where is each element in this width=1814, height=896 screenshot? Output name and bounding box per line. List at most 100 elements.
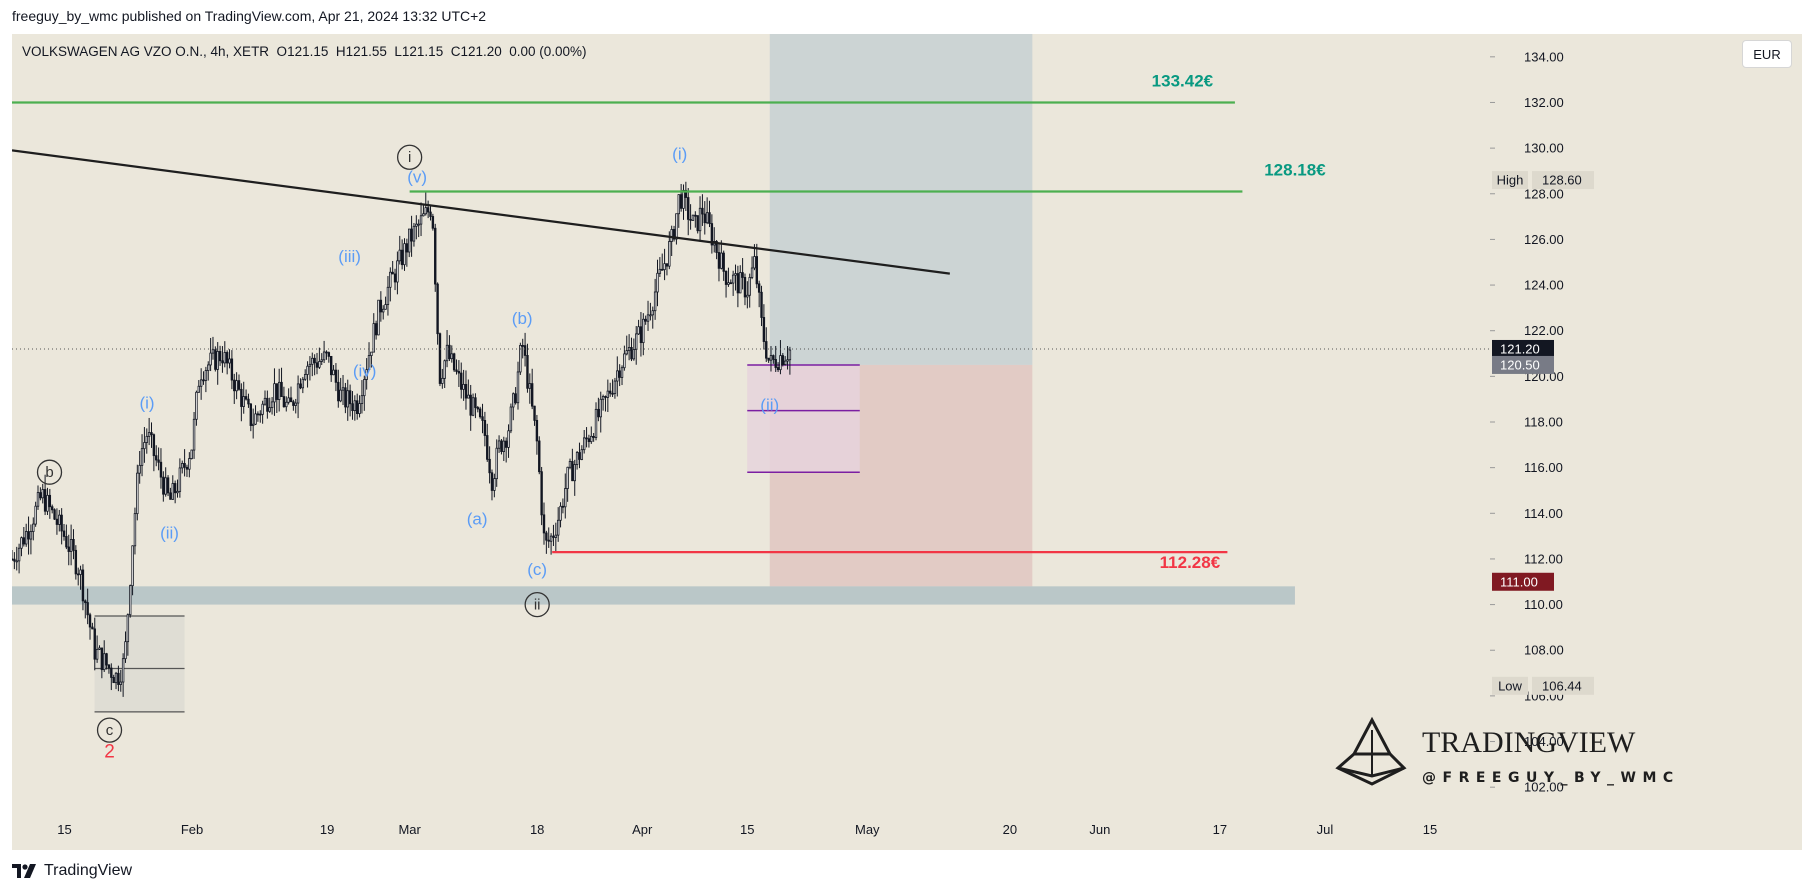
candle-body <box>616 370 619 382</box>
candle-body <box>391 271 394 275</box>
candle-body <box>720 252 723 269</box>
candle-body <box>145 435 148 443</box>
candle-body <box>429 211 432 217</box>
candle-body <box>389 271 392 288</box>
wave-label: 2 <box>104 742 115 763</box>
candle-body <box>379 299 383 313</box>
candle-body <box>684 189 688 198</box>
candle-body <box>55 518 59 525</box>
candle-body <box>774 359 777 368</box>
y-tick-label: 126.00 <box>1524 232 1564 247</box>
candle-body <box>133 513 137 547</box>
price-chart[interactable]: 102.00104.00106.00108.00110.00112.00114.… <box>12 34 1802 850</box>
candle-body <box>677 194 680 215</box>
candle-body <box>27 531 30 540</box>
candle-body <box>393 273 397 283</box>
candle-body <box>225 352 229 364</box>
candle-body <box>129 585 132 616</box>
candle-body <box>507 430 510 448</box>
candle-body <box>256 413 260 416</box>
candle-body <box>315 362 319 368</box>
candle-body <box>178 467 182 492</box>
candle-body <box>649 314 652 317</box>
candle-body <box>734 273 737 276</box>
candle-body <box>445 344 449 362</box>
circled-wave-label: ii <box>534 597 541 614</box>
candle-body <box>632 349 636 360</box>
x-tick-label: 15 <box>740 822 754 837</box>
candle-body <box>58 514 61 525</box>
candle-body <box>334 369 338 383</box>
candle-body <box>29 531 33 540</box>
candle-body <box>266 397 269 412</box>
wave-label: (a) <box>467 510 488 529</box>
currency-button[interactable]: EUR <box>1742 40 1792 68</box>
candle-body <box>658 268 662 274</box>
candle-body <box>523 345 527 356</box>
candle-body <box>235 380 238 392</box>
candle-body <box>635 333 638 350</box>
candle-body <box>604 396 607 398</box>
candle-body <box>356 400 359 415</box>
candle-body <box>360 395 364 404</box>
candle-body <box>117 672 120 685</box>
candle-body <box>516 371 520 404</box>
candle-body <box>661 268 664 271</box>
profit-zone <box>769 34 1033 365</box>
candle-body <box>199 379 203 387</box>
candle-body <box>209 352 212 366</box>
candle-body <box>159 461 163 478</box>
x-tick-label: 17 <box>1213 822 1227 837</box>
candle-body <box>724 270 728 285</box>
candle-body <box>722 252 725 272</box>
x-tick-label: 19 <box>320 822 334 837</box>
candle-body <box>495 447 498 480</box>
high-tag-bg <box>1492 171 1528 190</box>
candle-body <box>460 372 463 390</box>
candle-body <box>320 359 323 362</box>
candle-body <box>46 494 49 512</box>
candle-body <box>171 483 174 500</box>
candle-body <box>736 273 740 294</box>
candle-body <box>578 452 581 460</box>
candle-body <box>585 437 588 440</box>
candle-body <box>582 437 586 451</box>
wave-label: (iii) <box>338 247 361 266</box>
candle-body <box>237 380 241 390</box>
candle-body <box>417 223 420 226</box>
candle-body <box>384 304 387 310</box>
candle-body <box>15 560 18 563</box>
footer-brand[interactable]: TradingView <box>12 862 132 880</box>
candle-body <box>303 374 307 380</box>
candle-body <box>192 418 196 451</box>
candle-body <box>150 432 153 436</box>
y-tick-label: 132.00 <box>1524 95 1564 110</box>
candle-body <box>755 256 758 285</box>
time-axis-background <box>12 810 1802 850</box>
candle-body <box>646 314 650 322</box>
candle-body <box>84 600 87 603</box>
candle-body <box>528 383 532 389</box>
candle-body <box>705 212 709 224</box>
candle-body <box>620 367 624 378</box>
candle-body <box>656 272 659 293</box>
candle-body <box>597 408 600 418</box>
candle-body <box>337 381 340 402</box>
chart-area[interactable]: 102.00 104.00 106.00 108.00 110.00 112.00 114.… <box>12 34 1802 850</box>
candle-body <box>613 380 617 394</box>
candle-body <box>240 388 243 407</box>
candle-body <box>542 514 546 534</box>
candle-body <box>769 355 773 361</box>
candle-body <box>698 207 702 232</box>
stop-price-badge-value: 111.00 <box>1500 574 1538 589</box>
entry-price-badge-value: 120.50 <box>1500 357 1540 372</box>
x-tick-label: Mar <box>398 822 421 837</box>
y-tick-label: 112.00 <box>1524 551 1563 566</box>
candle-body <box>223 352 226 364</box>
candle-body <box>786 359 789 362</box>
candle-body <box>107 664 111 669</box>
x-tick-label: May <box>855 822 880 837</box>
candle-body <box>701 207 704 215</box>
candle-body <box>188 458 191 470</box>
candle-body <box>247 398 250 405</box>
